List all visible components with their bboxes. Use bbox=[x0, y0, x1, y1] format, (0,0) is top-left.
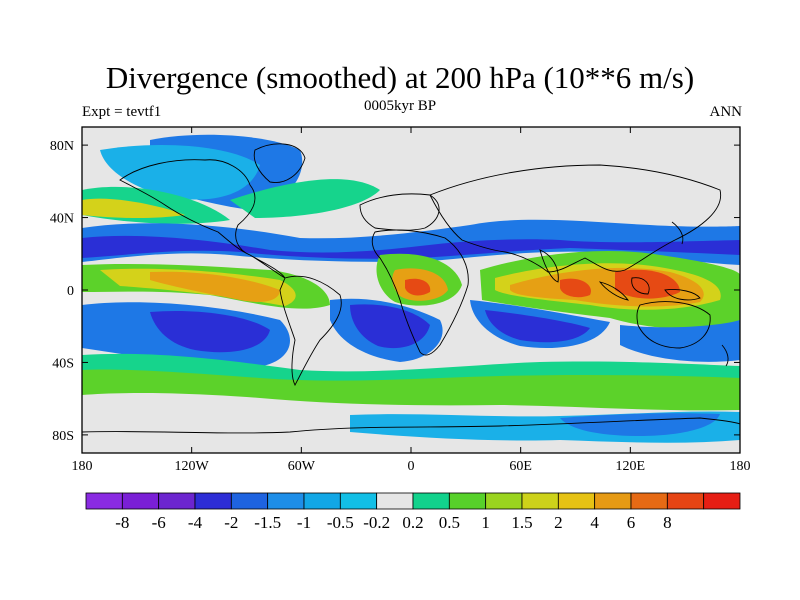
coast-africa bbox=[371, 229, 469, 356]
colorbar-label: -8 bbox=[115, 513, 129, 532]
colorbar-swatch bbox=[594, 492, 632, 510]
colorbar-label: 0.2 bbox=[402, 513, 423, 532]
colorbar-label: 8 bbox=[663, 513, 672, 532]
contour-n-atlantic-green bbox=[230, 179, 380, 218]
contour-equatorial-orange bbox=[150, 271, 280, 302]
x-tick-label: 120E bbox=[616, 459, 646, 474]
y-tick-label: 0 bbox=[67, 284, 74, 299]
colorbar-label: 4 bbox=[590, 513, 599, 532]
colorbar-swatch bbox=[521, 492, 559, 510]
colorbar-swatch bbox=[448, 492, 487, 510]
colorbar-label: -1 bbox=[297, 513, 311, 532]
colorbar-label: 6 bbox=[627, 513, 636, 532]
divergence-field bbox=[82, 127, 740, 453]
contour-indopacific-red-b bbox=[615, 269, 680, 299]
colorbar-label: -4 bbox=[188, 513, 203, 532]
coast-sumatra bbox=[598, 281, 630, 301]
colorbar-label: -1.5 bbox=[254, 513, 281, 532]
colorbar-label: 2 bbox=[554, 513, 563, 532]
y-tick-label: 80N bbox=[50, 139, 74, 154]
coastlines bbox=[82, 143, 740, 434]
coast-antarctica bbox=[82, 417, 740, 434]
contour-sh-indian-dark bbox=[485, 310, 590, 343]
x-tick-label: 120W bbox=[175, 459, 210, 474]
y-tick-label: 40N bbox=[50, 212, 74, 227]
x-tick-label: 60E bbox=[509, 459, 532, 474]
colorbar-label: -2 bbox=[224, 513, 238, 532]
colorbar-swatch bbox=[485, 492, 523, 510]
coast-europe bbox=[359, 193, 440, 231]
experiment-label: Expt = tevtf1 bbox=[82, 104, 162, 120]
x-tick-label: 0 bbox=[408, 459, 415, 474]
period-label: 0005kyr BP bbox=[363, 98, 437, 114]
coast-borneo bbox=[631, 277, 650, 295]
contour-arctic-light bbox=[100, 145, 260, 200]
colorbar-swatch bbox=[630, 492, 668, 510]
contour-sh-teal-band bbox=[82, 353, 740, 381]
coast-japan bbox=[671, 221, 684, 245]
contour-n-pacific-yellow bbox=[82, 198, 185, 219]
coast-greenland bbox=[253, 143, 306, 183]
map-title: Divergence (smoothed) at 200 hPa (10**6 … bbox=[105, 60, 695, 95]
coast-south-america bbox=[279, 275, 342, 386]
x-tick-label: 60W bbox=[288, 459, 316, 474]
y-tick-label: 40S bbox=[52, 356, 74, 371]
colorbar-swatch bbox=[303, 492, 341, 510]
y-tick-label: 80S bbox=[52, 429, 74, 444]
x-tick-label: 180 bbox=[730, 459, 751, 474]
colorbar-swatch bbox=[666, 492, 705, 510]
colorbar: -8 -6 -4 -2 -1.5 -1 -0.5 -0.2 0.2 0.5 1 1.5 2 4 6 8 bbox=[85, 492, 741, 532]
colorbar-label: 1 bbox=[481, 513, 490, 532]
contour-africa-red bbox=[405, 278, 431, 296]
colorbar-swatch bbox=[557, 492, 596, 510]
x-axis-labels: 180 120W 60W 0 60E 120E 180 bbox=[72, 459, 751, 474]
colorbar-swatch bbox=[339, 492, 378, 510]
contour-sh-pacific-dark bbox=[150, 310, 270, 353]
colorbar-swatch bbox=[267, 492, 305, 510]
colorbar-swatch bbox=[703, 492, 741, 510]
coast-india bbox=[539, 249, 559, 283]
colorbar-label: -6 bbox=[152, 513, 166, 532]
coast-new-guinea bbox=[664, 289, 701, 301]
axis-ticks bbox=[81, 127, 741, 453]
contour-sh-eastpac-blue bbox=[620, 320, 740, 362]
colorbar-swatch bbox=[85, 492, 123, 510]
colorbar-swatch bbox=[194, 492, 232, 510]
contour-indopacific-red-a bbox=[560, 278, 591, 298]
coast-asia bbox=[429, 164, 722, 273]
colorbar-swatch bbox=[230, 492, 269, 510]
coast-new-zealand bbox=[721, 344, 729, 367]
colorbar-label: -0.5 bbox=[327, 513, 354, 532]
colorbar-label: 1.5 bbox=[511, 513, 532, 532]
season-label: ANN bbox=[709, 104, 743, 120]
colorbar-swatch bbox=[412, 492, 450, 510]
coast-north-america bbox=[119, 159, 286, 279]
colorbar-label: 0.5 bbox=[439, 513, 460, 532]
colorbar-swatch bbox=[376, 492, 414, 510]
colorbar-swatch bbox=[158, 492, 196, 510]
x-tick-label: 180 bbox=[72, 459, 93, 474]
contour-nh-dark-belt bbox=[82, 235, 740, 259]
colorbar-label: -0.2 bbox=[363, 513, 390, 532]
contour-sh-atlantic-dark bbox=[350, 304, 430, 349]
colorbar-swatch bbox=[121, 492, 160, 510]
coast-australia bbox=[636, 301, 711, 349]
y-axis-labels: 80N 40N 0 40S 80S bbox=[50, 139, 74, 444]
